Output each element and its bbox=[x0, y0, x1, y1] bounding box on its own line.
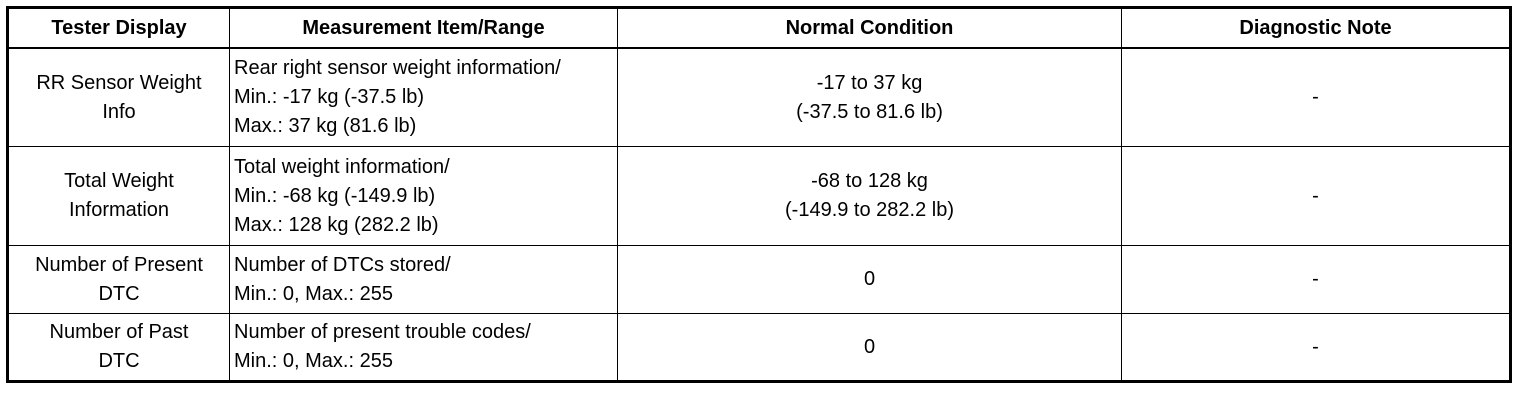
normal-condition-line: (-149.9 to 282.2 lb) bbox=[785, 199, 954, 221]
measurement-cell: Total weight information/ Min.: -68 kg (… bbox=[229, 146, 618, 246]
normal-condition-line: 0 bbox=[863, 335, 876, 358]
measurement-line: Rear right sensor weight information/ bbox=[234, 57, 561, 79]
normal-condition-line: -68 to 128 kg bbox=[811, 170, 928, 192]
measurement-cell: Number of DTCs stored/ Min.: 0, Max.: 25… bbox=[229, 245, 618, 314]
normal-condition-cell: -17 to 37 kg (-37.5 to 81.6 lb) bbox=[617, 47, 1122, 147]
normal-condition-cell: 0 bbox=[617, 245, 1122, 314]
tester-display-line: Number of Past bbox=[49, 321, 189, 343]
measurement-line: Number of present trouble codes/ bbox=[234, 321, 531, 343]
header-measurement-item: Measurement Item/Range bbox=[229, 7, 618, 49]
diagnostic-note-cell: - bbox=[1121, 146, 1511, 246]
measurement-line: Min.: -17 kg (-37.5 lb) bbox=[234, 86, 425, 108]
tester-display-cell: Total Weight Information bbox=[7, 146, 230, 246]
diagnostic-note-cell: - bbox=[1121, 313, 1511, 382]
tester-display-line: DTC bbox=[98, 350, 140, 372]
header-row: Tester Display Measurement Item/Range No… bbox=[7, 7, 1511, 49]
measurement-line: Min.: -68 kg (-149.9 lb) bbox=[234, 184, 436, 207]
tester-display-line: Total Weight bbox=[64, 170, 174, 192]
measurement-line: Number of DTCs stored/ bbox=[234, 253, 451, 276]
tester-display-line: Number of Present bbox=[35, 253, 203, 276]
tester-display-line: Information bbox=[68, 199, 170, 221]
measurement-cell: Number of present trouble codes/ Min.: 0… bbox=[229, 313, 618, 382]
data-list-table-container: Tester Display Measurement Item/Range No… bbox=[6, 6, 1512, 383]
table-row: Number of Past DTC Number of present tro… bbox=[7, 313, 1511, 382]
table-row: RR Sensor Weight Info Rear right sensor … bbox=[7, 47, 1511, 147]
tester-display-line: RR Sensor Weight bbox=[36, 71, 202, 94]
tester-display-line: DTC bbox=[98, 282, 140, 305]
measurement-line: Max.: 37 kg (81.6 lb) bbox=[234, 115, 417, 137]
measurement-line: Min.: 0, Max.: 255 bbox=[234, 282, 393, 305]
measurement-cell: Rear right sensor weight information/ Mi… bbox=[229, 47, 618, 147]
header-diagnostic-note: Diagnostic Note bbox=[1121, 7, 1511, 49]
header-normal-condition: Normal Condition bbox=[617, 7, 1122, 49]
normal-condition-cell: 0 bbox=[617, 313, 1122, 382]
measurement-line: Total weight information/ bbox=[234, 155, 450, 178]
normal-condition-line: (-37.5 to 81.6 lb) bbox=[796, 100, 943, 123]
diagnostic-note-cell: - bbox=[1121, 47, 1511, 147]
table-row: Total Weight Information Total weight in… bbox=[7, 146, 1511, 246]
measurement-line: Min.: 0, Max.: 255 bbox=[234, 350, 393, 372]
tester-display-cell: Number of Past DTC bbox=[7, 313, 230, 382]
data-list-table: Tester Display Measurement Item/Range No… bbox=[6, 6, 1512, 383]
tester-display-line: Info bbox=[102, 100, 136, 123]
diagnostic-note-cell: - bbox=[1121, 245, 1511, 314]
measurement-line: Max.: 128 kg (282.2 lb) bbox=[234, 213, 439, 236]
header-tester-display: Tester Display bbox=[7, 7, 230, 49]
normal-condition-cell: -68 to 128 kg (-149.9 to 282.2 lb) bbox=[617, 146, 1122, 246]
tester-display-cell: Number of Present DTC bbox=[7, 245, 230, 314]
normal-condition-line: 0 bbox=[863, 268, 876, 290]
tester-display-cell: RR Sensor Weight Info bbox=[7, 47, 230, 147]
table-row: Number of Present DTC Number of DTCs sto… bbox=[7, 245, 1511, 314]
normal-condition-line: -17 to 37 kg bbox=[816, 71, 923, 94]
